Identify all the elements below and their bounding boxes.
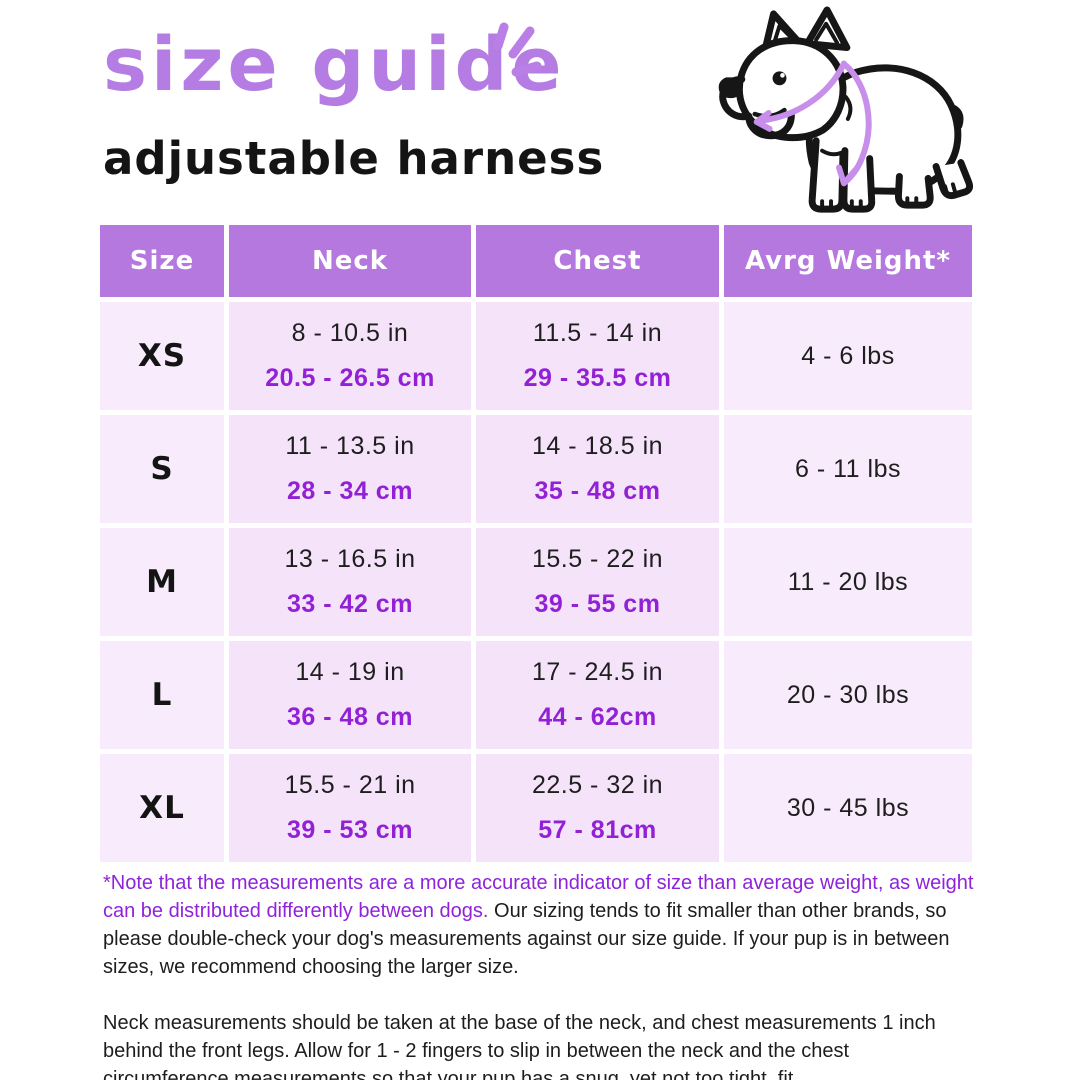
table-row-xl-neck: 15.5 - 21 in 39 - 53 cm [229,754,471,862]
table-row-xs-weight: 4 - 6 lbs [724,302,972,410]
table-row-xl-size: XL [100,754,224,862]
col-header-chest: Chest [476,225,719,297]
chest-inches: 22.5 - 32 in [531,771,664,799]
chest-cm: 35 - 48 cm [534,477,661,505]
chest-inches: 17 - 24.5 in [531,658,664,686]
neck-inches: 15.5 - 21 in [284,771,416,799]
table-row-s-size: S [100,415,224,523]
table-row-m-size: M [100,528,224,636]
chest-cm: 39 - 55 cm [534,590,661,618]
table-row-s-weight: 6 - 11 lbs [724,415,972,523]
table-row-l-size: L [100,641,224,749]
table-row-m-chest: 15.5 - 22 in 39 - 55 cm [476,528,719,636]
weight-value: 4 - 6 lbs [801,341,895,370]
weight-value: 20 - 30 lbs [786,680,910,709]
footnotes: *Note that the measurements are a more a… [103,869,975,1080]
neck-inches: 11 - 13.5 in [285,432,415,460]
page-title: size guide [103,22,566,108]
chest-cm: 44 - 62cm [538,703,657,731]
french-bulldog-illustration [718,6,973,213]
table-row-xl-chest: 22.5 - 32 in 57 - 81cm [476,754,719,862]
weight-value: 30 - 45 lbs [786,793,910,822]
measurement-instructions: Neck measurements should be taken at the… [103,1012,936,1080]
chest-inches: 15.5 - 22 in [531,545,664,573]
neck-cm: 20.5 - 26.5 cm [265,364,435,392]
neck-cm: 28 - 34 cm [287,477,413,505]
neck-cm: 39 - 53 cm [287,816,413,844]
neck-inches: 8 - 10.5 in [291,319,409,347]
size-value: XL [139,790,185,826]
table-row-s-chest: 14 - 18.5 in 35 - 48 cm [476,415,719,523]
neck-cm: 36 - 48 cm [287,703,413,731]
chest-cm: 57 - 81cm [538,816,657,844]
table-row-m-neck: 13 - 16.5 in 33 - 42 cm [229,528,471,636]
table-row-m-weight: 11 - 20 lbs [724,528,972,636]
chest-inches: 11.5 - 14 in [532,319,663,347]
neck-cm: 33 - 42 cm [287,590,413,618]
chest-cm: 29 - 35.5 cm [523,364,672,392]
table-row-l-neck: 14 - 19 in 36 - 48 cm [229,641,471,749]
table-row-l-weight: 20 - 30 lbs [724,641,972,749]
table-row-xs-chest: 11.5 - 14 in 29 - 35.5 cm [476,302,719,410]
col-header-size-label: Size [129,246,195,276]
page-subtitle: adjustable harness [103,132,605,185]
col-header-weight: Avrg Weight* [724,225,972,297]
table-row-s-neck: 11 - 13.5 in 28 - 34 cm [229,415,471,523]
size-value: S [150,451,174,487]
table-row-l-chest: 17 - 24.5 in 44 - 62cm [476,641,719,749]
size-value: M [146,564,178,600]
sizing-advice: Our sizing tends to fit smaller than oth… [103,900,950,978]
chest-inches: 14 - 18.5 in [531,432,664,460]
table-row-xs-size: XS [100,302,224,410]
weight-disclaimer: *Note that the measurements are a more a… [103,872,974,922]
size-value: L [151,677,173,713]
col-header-size: Size [100,225,224,297]
table-row-xl-weight: 30 - 45 lbs [724,754,972,862]
weight-value: 6 - 11 lbs [795,454,901,483]
neck-inches: 13 - 16.5 in [284,545,416,573]
weight-value: 11 - 20 lbs [787,567,909,596]
neck-inches: 14 - 19 in [295,658,405,686]
col-header-chest-label: Chest [553,246,642,276]
size-table: Size Neck Chest Avrg Weight* XS 8 - 10.5… [100,225,972,862]
col-header-neck-label: Neck [311,246,389,276]
col-header-neck: Neck [229,225,471,297]
size-value: XS [137,338,187,374]
table-row-xs-neck: 8 - 10.5 in 20.5 - 26.5 cm [229,302,471,410]
sizing-note: *Note that the measurements are a more a… [103,869,975,981]
sparkle-icon [493,22,542,77]
col-header-weight-label: Avrg Weight* [744,246,952,276]
